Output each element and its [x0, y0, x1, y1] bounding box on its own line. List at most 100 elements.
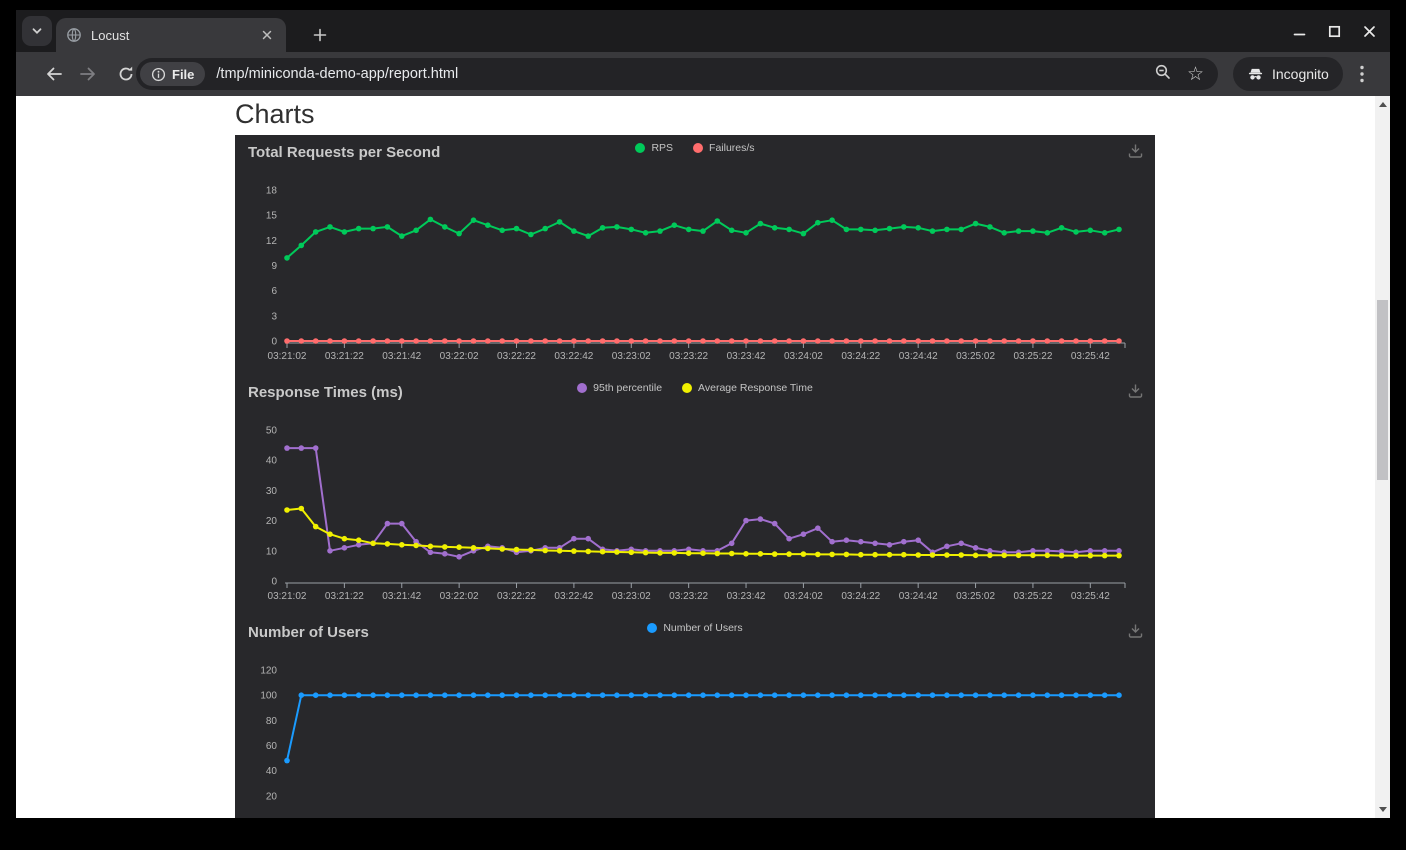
data-point: [1030, 228, 1036, 234]
data-point: [815, 692, 821, 698]
data-point: [800, 692, 807, 698]
y-tick-label: 12: [266, 236, 278, 247]
back-icon[interactable]: [44, 64, 64, 84]
data-point: [614, 224, 620, 230]
chart-canvas[interactable]: 03:21:02 03:21:22 03:21:42 03:22:02 03:22:22…: [235, 175, 1155, 375]
data-point: [442, 544, 448, 550]
data-point: [771, 225, 778, 231]
x-tick-label: 03:21:02: [268, 591, 307, 602]
data-point: [312, 692, 319, 698]
data-point: [987, 692, 993, 698]
data-point: [858, 538, 864, 545]
tab-search-button[interactable]: [22, 16, 52, 46]
data-point: [815, 338, 821, 344]
data-point: [585, 535, 591, 542]
chart-title: Total Requests per Second: [248, 144, 441, 161]
data-point: [556, 548, 563, 554]
data-point: [1116, 338, 1122, 344]
data-point: [556, 692, 563, 698]
data-point: [815, 219, 821, 226]
legend-item[interactable]: 95th percentile: [577, 382, 662, 394]
data-point: [1058, 548, 1065, 555]
data-point: [901, 338, 907, 344]
data-point: [442, 338, 448, 344]
chart-canvas[interactable]: 03:21:02 03:21:22 03:21:42 03:22:02 03:22:22…: [235, 415, 1155, 615]
data-point: [1058, 552, 1065, 559]
data-point: [312, 229, 319, 235]
data-point: [743, 692, 749, 698]
data-point: [743, 517, 749, 524]
data-point: [513, 546, 520, 553]
data-point: [513, 338, 520, 344]
x-tick-label: 03:21:42: [382, 591, 421, 602]
data-point: [614, 692, 620, 698]
data-point: [284, 338, 290, 344]
data-point: [972, 552, 979, 559]
legend-marker: [682, 383, 693, 393]
browser-tab[interactable]: Locust: [56, 18, 286, 52]
data-point: [1073, 552, 1079, 559]
y-tick-label: 15: [266, 211, 278, 222]
download-icon[interactable]: [1127, 383, 1144, 404]
data-point: [1044, 692, 1051, 698]
info-icon: [151, 67, 166, 81]
scroll-up-icon[interactable]: [1378, 102, 1387, 107]
incognito-badge[interactable]: Incognito: [1233, 57, 1343, 91]
legend-marker: [577, 383, 588, 393]
data-point: [442, 224, 448, 230]
data-point: [312, 338, 319, 344]
x-tick-label: 03:21:42: [382, 351, 421, 362]
legend-item[interactable]: Number of Users: [647, 622, 743, 634]
data-point: [829, 538, 835, 545]
data-point: [1087, 692, 1094, 698]
close-window-icon[interactable]: [1362, 24, 1376, 38]
data-point: [585, 692, 591, 698]
forward-icon[interactable]: [78, 64, 98, 84]
data-point: [872, 540, 878, 547]
url-scheme-chip[interactable]: File: [140, 62, 206, 86]
data-point: [929, 228, 936, 234]
data-point: [944, 543, 950, 550]
data-point: [972, 338, 979, 344]
y-tick-label: 30: [266, 486, 278, 497]
data-point: [642, 230, 649, 236]
data-point: [513, 225, 520, 232]
scrollbar-thumb[interactable]: [1377, 300, 1388, 480]
minimize-icon[interactable]: [1292, 24, 1306, 38]
y-tick-label: 0: [271, 577, 277, 588]
url-text[interactable]: /tmp/miniconda-demo-app/report.html: [216, 66, 459, 82]
bookmark-star-icon[interactable]: ☆: [1186, 63, 1204, 85]
data-point: [1015, 552, 1022, 559]
reload-icon[interactable]: [116, 64, 136, 84]
data-point: [901, 692, 907, 698]
x-tick-label: 03:23:22: [669, 351, 708, 362]
data-point: [786, 338, 792, 344]
data-point: [384, 520, 391, 527]
address-bar[interactable]: File /tmp/miniconda-demo-app/report.html…: [136, 58, 1218, 90]
data-point: [843, 226, 850, 233]
zoom-icon[interactable]: [1154, 63, 1172, 86]
scroll-down-icon[interactable]: [1378, 807, 1387, 812]
x-tick-label: 03:25:02: [956, 351, 995, 362]
legend-item[interactable]: RPS: [635, 142, 673, 154]
chart-canvas[interactable]: 03:21:02 03:21:22 03:21:42 03:22:02 03:22:22…: [235, 655, 1155, 818]
kebab-menu-icon[interactable]: [1360, 65, 1364, 88]
y-tick-label: 60: [266, 741, 278, 752]
vertical-scrollbar[interactable]: [1375, 96, 1390, 818]
data-point: [284, 757, 290, 764]
download-icon[interactable]: [1127, 623, 1144, 644]
download-icon[interactable]: [1127, 143, 1144, 164]
maximize-icon[interactable]: [1327, 24, 1341, 38]
legend-item[interactable]: Average Response Time: [682, 382, 813, 394]
data-point: [901, 551, 907, 558]
legend-item[interactable]: Failures/s: [693, 142, 755, 154]
data-point: [528, 338, 534, 344]
data-point: [1015, 692, 1022, 698]
new-tab-button[interactable]: [306, 21, 334, 49]
data-point: [327, 692, 333, 698]
page-content: Charts RPS Failures/s Total Requests per …: [16, 96, 1390, 818]
data-point: [628, 692, 635, 698]
data-point: [1044, 548, 1051, 554]
data-point: [944, 338, 950, 344]
tab-close-icon[interactable]: [258, 26, 276, 44]
